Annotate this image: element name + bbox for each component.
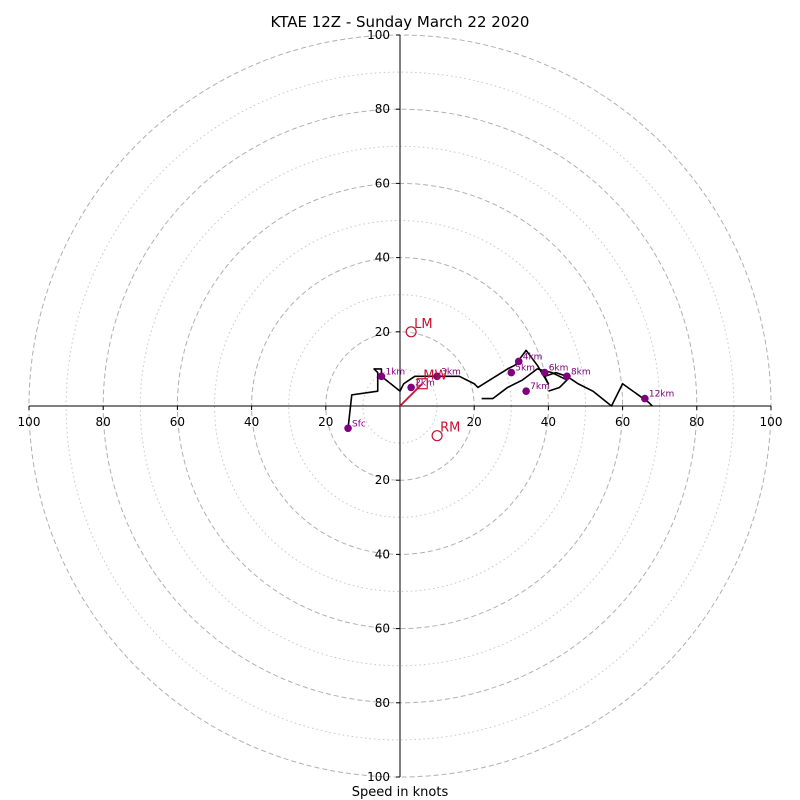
tick-label-right-40: 40 xyxy=(541,415,556,429)
motion-label-RM: RM xyxy=(440,421,460,436)
height-label-5km: 5km xyxy=(515,364,535,374)
height-label-6km: 6km xyxy=(549,364,569,374)
height-marker-6km xyxy=(540,368,549,377)
tick-label-top-60: 60 xyxy=(375,176,390,190)
tick-label-left-40: 40 xyxy=(244,415,259,429)
tick-label-left-100: 100 xyxy=(18,415,41,429)
x-axis-label: Speed in knots xyxy=(352,785,449,800)
height-marker-7km xyxy=(522,387,530,395)
height-label-4km: 4km xyxy=(523,352,543,362)
tick-label-left-60: 60 xyxy=(170,415,185,429)
motion-label-MW: MW xyxy=(423,369,447,384)
motion-marker-LM xyxy=(405,326,417,338)
height-marker-1km xyxy=(377,372,386,381)
height-marker-3km xyxy=(433,372,441,381)
height-label-12km: 12km xyxy=(649,390,674,400)
tick-label-top-80: 80 xyxy=(375,102,390,116)
tick-label-left-80: 80 xyxy=(96,415,111,429)
height-label-2km: 2km xyxy=(415,378,435,388)
height-marker-8km xyxy=(563,372,571,381)
height-label-3km: 3km xyxy=(441,367,461,377)
tick-label-right-100: 100 xyxy=(760,415,783,429)
height-label-Sfc: Sfc xyxy=(352,419,366,429)
tick-label-right-80: 80 xyxy=(689,415,704,429)
motion-marker-RM xyxy=(431,430,443,442)
storm-motion-markers: LM RM MW xyxy=(405,317,460,442)
motion-label-LM: LM xyxy=(414,317,432,332)
hodograph-line-upper xyxy=(481,368,568,400)
tick-label-bottom-80: 80 xyxy=(375,696,390,710)
tick-label-bottom-40: 40 xyxy=(375,547,390,561)
tick-label-top-100: 100 xyxy=(367,28,390,42)
tick-labels: 100 80 60 40 20 20 40 60 80 100 100 80 60 40 20 20 40 60 8… xyxy=(18,28,783,784)
height-label-7km: 7km xyxy=(530,382,550,392)
motion-marker-MW xyxy=(416,378,428,390)
tick-label-right-60: 60 xyxy=(615,415,630,429)
height-markers: Sfc 1km 2km 3km 4km 5km 6km 7km 8km 12km xyxy=(344,352,674,433)
hodograph-traces xyxy=(347,349,653,429)
height-marker-4km xyxy=(514,357,523,366)
height-marker-5km xyxy=(507,368,516,377)
chart-title: KTAE 12Z - Sunday March 22 2020 xyxy=(271,13,530,31)
height-label-8km: 8km xyxy=(571,367,591,377)
tick-label-bottom-20: 20 xyxy=(375,473,390,487)
tick-label-top-20: 20 xyxy=(375,325,390,339)
height-label-1km: 1km xyxy=(385,367,405,377)
tick-label-bottom-100: 100 xyxy=(367,770,390,784)
height-marker-Sfc xyxy=(344,424,352,433)
height-marker-2km xyxy=(407,383,415,392)
hodograph-line xyxy=(347,349,653,429)
tick-label-top-40: 40 xyxy=(375,251,390,265)
tick-label-bottom-60: 60 xyxy=(375,622,390,636)
shear-vector xyxy=(399,383,423,407)
tick-label-left-20: 20 xyxy=(318,415,333,429)
height-marker-12km xyxy=(641,394,649,403)
tick-label-right-20: 20 xyxy=(467,415,482,429)
